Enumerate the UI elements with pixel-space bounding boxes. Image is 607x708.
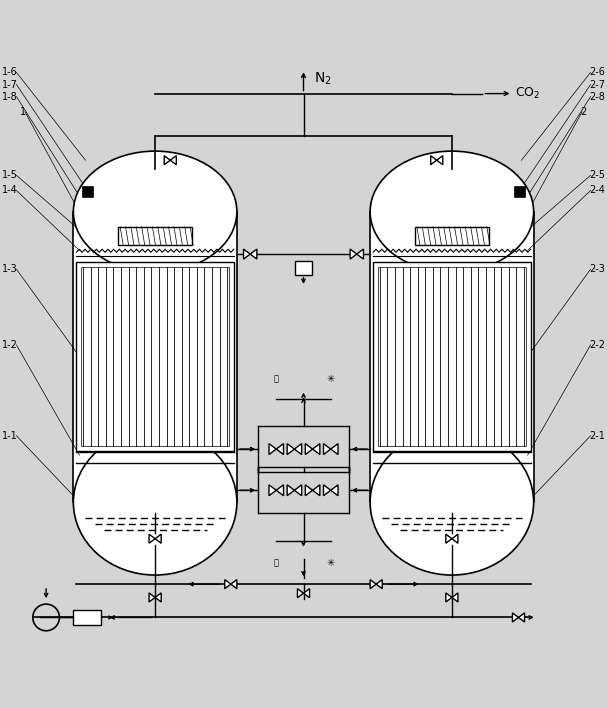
Polygon shape <box>304 588 310 598</box>
Bar <box>415 227 489 245</box>
Bar <box>373 262 531 451</box>
Text: 热: 热 <box>274 559 279 568</box>
Ellipse shape <box>73 430 237 575</box>
Polygon shape <box>287 485 294 496</box>
Bar <box>73 610 101 625</box>
Bar <box>83 185 93 197</box>
Ellipse shape <box>370 430 534 575</box>
Polygon shape <box>231 580 237 588</box>
Text: 1: 1 <box>20 107 26 117</box>
Text: 2-3: 2-3 <box>589 264 605 274</box>
Polygon shape <box>297 588 304 598</box>
Polygon shape <box>431 156 436 165</box>
Text: 2-5: 2-5 <box>589 171 605 181</box>
Polygon shape <box>512 613 518 622</box>
Polygon shape <box>370 580 376 588</box>
Polygon shape <box>250 249 257 259</box>
Polygon shape <box>287 444 294 455</box>
Bar <box>81 267 229 446</box>
Polygon shape <box>276 485 283 496</box>
Bar <box>295 261 312 275</box>
Text: 2-1: 2-1 <box>589 430 605 441</box>
Text: 1-5: 1-5 <box>2 171 18 181</box>
Polygon shape <box>436 156 443 165</box>
Polygon shape <box>243 249 250 259</box>
Bar <box>378 267 526 446</box>
Polygon shape <box>452 534 458 543</box>
Polygon shape <box>225 580 231 588</box>
Text: 1-4: 1-4 <box>2 185 18 195</box>
Text: 2: 2 <box>581 107 587 117</box>
Text: 1-3: 1-3 <box>2 264 18 274</box>
Ellipse shape <box>370 151 534 273</box>
Polygon shape <box>452 593 458 602</box>
Polygon shape <box>331 485 338 496</box>
Polygon shape <box>276 444 283 455</box>
Polygon shape <box>155 534 161 543</box>
Polygon shape <box>164 156 171 165</box>
Polygon shape <box>331 444 338 455</box>
Polygon shape <box>518 613 524 622</box>
Polygon shape <box>294 485 302 496</box>
Bar <box>118 227 192 245</box>
Polygon shape <box>324 444 331 455</box>
Text: 1-6: 1-6 <box>2 67 18 77</box>
Text: 1-2: 1-2 <box>2 340 18 350</box>
Polygon shape <box>155 593 161 602</box>
Polygon shape <box>357 249 364 259</box>
Polygon shape <box>305 485 313 496</box>
Bar <box>370 212 534 503</box>
Text: 1-8: 1-8 <box>2 91 18 102</box>
Polygon shape <box>171 156 176 165</box>
Bar <box>514 185 524 197</box>
Polygon shape <box>446 534 452 543</box>
Polygon shape <box>376 580 382 588</box>
Polygon shape <box>269 485 276 496</box>
Bar <box>76 262 234 451</box>
Polygon shape <box>294 444 302 455</box>
Text: N$_2$: N$_2$ <box>314 70 332 86</box>
Polygon shape <box>149 534 155 543</box>
Polygon shape <box>350 249 357 259</box>
Polygon shape <box>149 593 155 602</box>
Text: 2-2: 2-2 <box>589 340 605 350</box>
Text: 热: 热 <box>274 375 279 384</box>
Text: 1-7: 1-7 <box>2 79 18 89</box>
Polygon shape <box>305 444 313 455</box>
Text: ✳: ✳ <box>327 558 335 568</box>
Text: ✳: ✳ <box>327 374 335 384</box>
Text: 2-4: 2-4 <box>589 185 605 195</box>
Polygon shape <box>446 593 452 602</box>
Bar <box>73 212 237 503</box>
Text: 2-8: 2-8 <box>589 91 605 102</box>
Polygon shape <box>324 485 331 496</box>
Text: CO$_2$: CO$_2$ <box>515 86 541 101</box>
Polygon shape <box>269 444 276 455</box>
Text: 2-7: 2-7 <box>589 79 605 89</box>
Polygon shape <box>313 444 320 455</box>
Text: 2-6: 2-6 <box>589 67 605 77</box>
Polygon shape <box>313 485 320 496</box>
Text: 1-1: 1-1 <box>2 430 18 441</box>
Ellipse shape <box>73 151 237 273</box>
